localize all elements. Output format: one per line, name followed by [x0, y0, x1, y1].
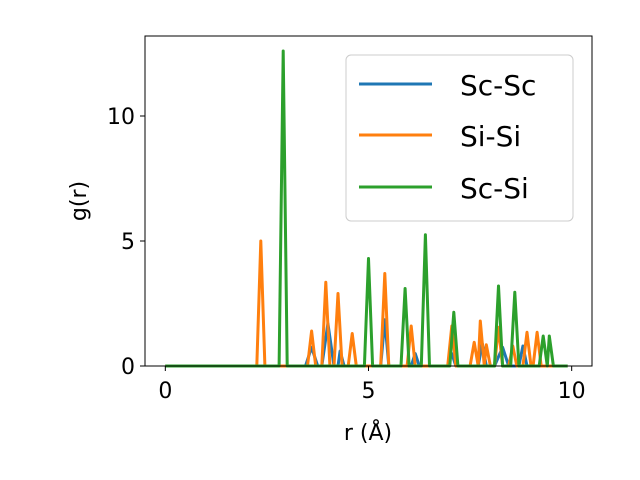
x-tick-label: 10 — [558, 379, 586, 404]
y-tick-label: 5 — [121, 230, 135, 255]
x-axis-label: r (Å) — [344, 419, 392, 446]
legend-label-si-si: Si-Si — [460, 120, 521, 153]
x-axis-ticks: 0 5 10 — [158, 366, 586, 404]
x-tick-label: 0 — [158, 379, 172, 404]
y-tick-label: 10 — [107, 105, 135, 130]
legend-box — [345, 54, 574, 222]
y-axis-ticks: 0 5 10 — [107, 105, 145, 380]
y-tick-label: 0 — [121, 355, 135, 380]
legend: Sc-Sc Si-Si Sc-Si — [345, 54, 574, 222]
x-tick-label: 5 — [362, 379, 376, 404]
y-axis-label: g(r) — [67, 181, 92, 221]
series-line-sc-si — [165, 49, 568, 368]
legend-label-sc-si: Sc-Si — [460, 172, 529, 205]
legend-label-sc-sc: Sc-Sc — [460, 69, 536, 102]
